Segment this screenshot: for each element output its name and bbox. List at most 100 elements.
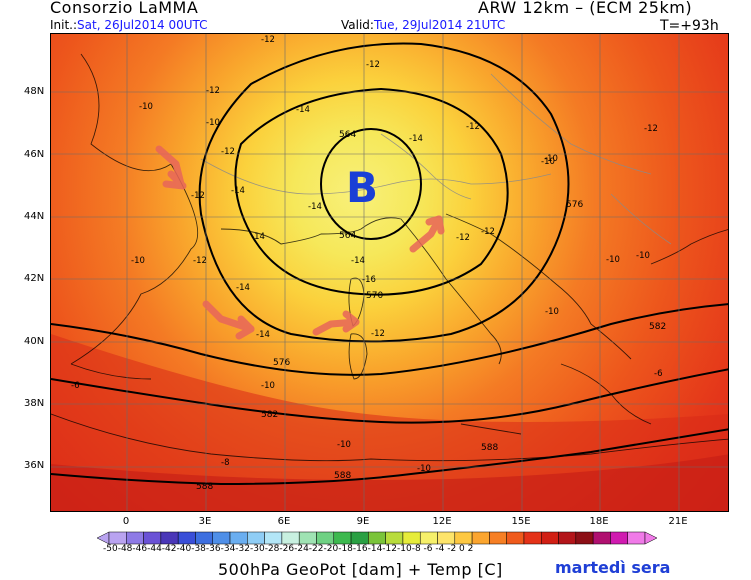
temp-label: -10	[337, 440, 351, 450]
temp-label: -16	[362, 275, 376, 285]
temp-label: -12	[221, 147, 235, 157]
forecast-step: T=+93h	[660, 18, 719, 34]
temp-label: -6	[71, 381, 79, 391]
temp-label: -10	[131, 256, 145, 266]
colorbar-swatch	[333, 531, 352, 545]
model-title: ARW 12km – (ECM 25km)	[478, 0, 693, 17]
temp-label: -12	[371, 329, 385, 339]
lon-label: 21E	[668, 516, 688, 527]
colorbar-swatch	[592, 531, 611, 545]
colorbar-swatch	[506, 531, 525, 545]
geopot-label: 588	[196, 482, 213, 492]
borders	[200, 73, 672, 245]
colorbar-swatch	[264, 531, 283, 545]
geopot-label: 588	[334, 471, 351, 481]
org-title: Consorzio LaMMA	[50, 0, 199, 17]
flow-arrow	[312, 318, 360, 336]
flow-arrow-head	[342, 310, 360, 333]
temp-label: -14	[409, 134, 423, 144]
map-canvas: B 564 564 570 576 576 582 582 588 588 58…	[51, 34, 728, 511]
temp-label: -14	[351, 256, 365, 266]
colorbar-swatch	[610, 531, 628, 545]
colorbar-swatch	[385, 531, 404, 545]
lon-label: 12E	[432, 516, 452, 527]
colorbar-swatch	[143, 531, 162, 545]
temp-label: -10	[417, 464, 431, 474]
geopot-label: 576	[273, 358, 290, 368]
colorbar-swatch	[298, 531, 317, 545]
geopotential-contours	[51, 42, 728, 486]
colorbar	[97, 531, 657, 545]
lon-label: 6E	[277, 516, 291, 527]
colorbar-swatch	[471, 531, 490, 545]
flow-arrows	[155, 145, 445, 340]
temp-label: -8	[221, 458, 229, 468]
flow-arrow-head	[162, 170, 187, 190]
period-note: martedì sera	[555, 558, 671, 577]
temp-label: -12	[466, 122, 480, 132]
colorbar-swatch	[212, 531, 231, 545]
temp-label: -12	[644, 124, 658, 134]
lon-label: 0	[122, 516, 130, 527]
colorbar-swatch	[350, 531, 369, 545]
colorbar-swatch	[454, 531, 473, 545]
lat-label: 40N	[24, 336, 45, 347]
lon-label: 3E	[198, 516, 212, 527]
field-label: 500hPa GeoPot [dam] + Temp [C]	[218, 560, 503, 579]
colorbar-swatch	[368, 531, 386, 545]
geopot-label: 576	[566, 200, 583, 210]
lat-label: 48N	[24, 86, 45, 97]
temp-label: -14	[308, 202, 322, 212]
colorbar-swatch	[195, 531, 213, 545]
colorbar-swatch	[575, 531, 594, 545]
colorbar-swatch	[627, 531, 646, 545]
temp-label: -10	[261, 381, 275, 391]
geopot-label: 588	[481, 443, 498, 453]
temp-label: -12	[366, 60, 380, 70]
flow-arrow	[155, 145, 185, 188]
lon-label: 15E	[511, 516, 531, 527]
temp-label: -10	[545, 307, 559, 317]
geopot-label: 564	[339, 231, 356, 241]
colorbar-swatch	[541, 531, 559, 545]
colorbar-swatch	[281, 531, 300, 545]
temp-label: -12	[206, 86, 220, 96]
temp-label: -14	[256, 330, 270, 340]
temp-label: -14	[296, 105, 310, 115]
colorbar-swatch	[160, 531, 179, 545]
lat-label: 36N	[24, 460, 45, 471]
temp-label: -10	[544, 154, 558, 164]
temp-label: -10	[636, 251, 650, 261]
colorbar-swatch	[558, 531, 577, 545]
flow-arrow-head	[235, 315, 255, 340]
lat-label: 46N	[24, 149, 45, 160]
colorbar-swatch	[316, 531, 335, 545]
temp-label: -12	[456, 233, 470, 243]
colorbar-swatch	[437, 531, 456, 545]
hot-band	[51, 454, 728, 511]
lat-label: 44N	[24, 211, 45, 222]
geopot-label: 564	[339, 130, 356, 140]
temp-label: -14	[231, 186, 245, 196]
temp-label: -12	[191, 191, 205, 201]
geopot-label: 570	[366, 291, 383, 301]
temp-label: -10	[206, 118, 220, 128]
init-label: Init.:	[50, 18, 78, 32]
coastlines	[51, 53, 728, 462]
weather-map: B 564 564 570 576 576 582 582 588 588 58…	[50, 33, 729, 512]
temp-label: -12	[261, 35, 275, 45]
init-value: Sat, 26Jul2014 00UTC	[77, 18, 208, 32]
lon-label: 18E	[589, 516, 609, 527]
colorbar-swatch	[126, 531, 144, 545]
lat-label: 38N	[24, 398, 45, 409]
geopot-label: 582	[649, 322, 666, 332]
temp-label: -10	[139, 102, 153, 112]
colorbar-swatch	[247, 531, 265, 545]
lat-label: 42N	[24, 273, 45, 284]
valid-label: Valid:	[341, 18, 374, 32]
low-center-symbol: B	[346, 163, 378, 212]
geopot-label: 582	[261, 410, 278, 420]
colorbar-right-tip	[644, 531, 657, 545]
temp-label: -14	[236, 283, 250, 293]
lon-label: 9E	[356, 516, 370, 527]
